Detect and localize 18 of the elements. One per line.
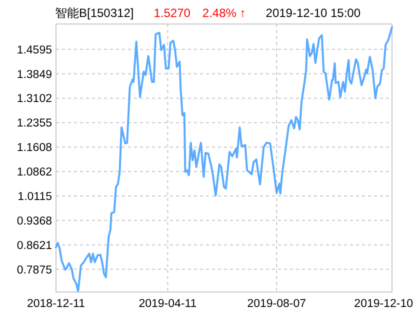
y-tick-label: 1.3102 <box>16 93 52 106</box>
x-tick-label: 2019-08-07 <box>247 298 306 310</box>
text: 2.48% ↑ <box>202 6 246 20</box>
y-tick-label: 0.8621 <box>16 240 52 252</box>
y-tick-label: 0.7875 <box>16 264 52 276</box>
title: 智能B[150312] <box>55 6 134 20</box>
y-tick-label: 1.1608 <box>16 142 52 154</box>
x-tick-label: 2018-12-11 <box>27 298 85 310</box>
text: 1.5270 <box>154 6 191 20</box>
y-tick-label: 1.0115 <box>18 190 52 203</box>
y-tick-label: 1.4595 <box>16 44 52 56</box>
y-tick-label: 1.3849 <box>16 68 52 81</box>
y-tick-label: 0.9368 <box>16 215 52 228</box>
x-tick-label: 2019-12-10 <box>354 298 413 310</box>
text: 2019-12-10 15:00 <box>266 6 361 20</box>
y-tick-label: 1.2355 <box>16 118 52 130</box>
y-tick-label: 1.0862 <box>16 166 52 179</box>
x-tick-label: 2019-04-11 <box>138 298 197 310</box>
